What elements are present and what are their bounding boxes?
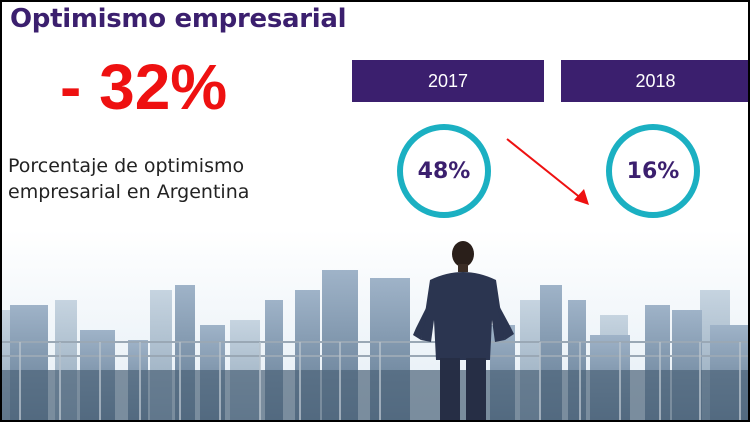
value-ring-2017: 48% <box>397 124 491 218</box>
year-label-2017: 2017 <box>352 60 544 102</box>
page-title: Optimismo empresarial <box>10 4 347 34</box>
headline-change: - 32% <box>60 51 228 123</box>
description-line-2: empresarial en Argentina <box>8 181 250 203</box>
description-line-1: Porcentaje de optimismo <box>8 155 245 177</box>
businessman-figure <box>413 241 514 422</box>
year-label-2018: 2018 <box>561 60 750 102</box>
value-ring-2018: 16% <box>606 124 700 218</box>
description: Porcentaje de optimismo empresarial en A… <box>8 153 249 205</box>
city-skyline-background <box>0 230 750 422</box>
